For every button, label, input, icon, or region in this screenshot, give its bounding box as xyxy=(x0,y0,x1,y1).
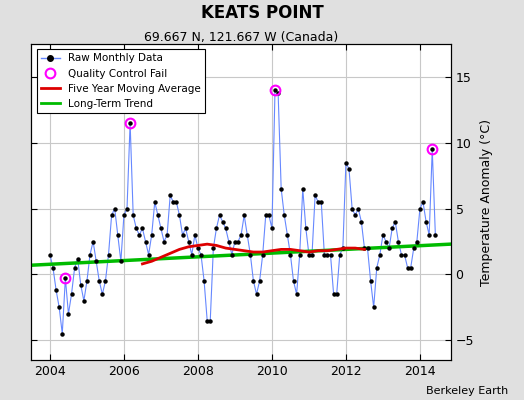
Line: Quality Control Fail: Quality Control Fail xyxy=(60,85,437,283)
Five Year Moving Average xyxy=(241,248,247,253)
Five Year Moving Average xyxy=(352,246,358,250)
Five Year Moving Average xyxy=(287,247,293,252)
Five Year Moving Average xyxy=(315,248,321,253)
Five Year Moving Average xyxy=(223,246,229,250)
Five Year Moving Average xyxy=(324,248,331,253)
Legend: Raw Monthly Data, Quality Control Fail, Five Year Moving Average, Long-Term Tren: Raw Monthly Data, Quality Control Fail, … xyxy=(37,49,205,113)
Five Year Moving Average xyxy=(334,247,340,252)
Raw Monthly Data xyxy=(148,232,155,237)
Five Year Moving Average xyxy=(185,244,192,249)
Quality Control Fail xyxy=(429,147,435,152)
Five Year Moving Average xyxy=(361,247,367,252)
Five Year Moving Average xyxy=(306,250,312,254)
Raw Monthly Data xyxy=(309,252,315,257)
Text: KEATS POINT: KEATS POINT xyxy=(201,4,323,22)
Raw Monthly Data xyxy=(74,256,81,261)
Raw Monthly Data xyxy=(232,239,238,244)
Quality Control Fail xyxy=(62,276,69,281)
Five Year Moving Average xyxy=(259,250,266,254)
Line: Five Year Moving Average: Five Year Moving Average xyxy=(143,244,364,264)
Five Year Moving Average xyxy=(213,243,220,248)
Title: 69.667 N, 121.667 W (Canada): 69.667 N, 121.667 W (Canada) xyxy=(144,31,338,44)
Line: Raw Monthly Data: Raw Monthly Data xyxy=(50,90,435,334)
Five Year Moving Average xyxy=(269,248,275,253)
Raw Monthly Data xyxy=(47,252,53,257)
Text: Berkeley Earth: Berkeley Earth xyxy=(426,386,508,396)
Five Year Moving Average xyxy=(297,248,303,253)
Raw Monthly Data xyxy=(290,278,297,283)
Raw Monthly Data xyxy=(281,213,287,218)
Raw Monthly Data xyxy=(432,232,439,237)
Five Year Moving Average xyxy=(343,246,349,250)
Five Year Moving Average xyxy=(195,243,201,248)
Raw Monthly Data xyxy=(272,88,278,92)
Five Year Moving Average xyxy=(204,242,210,246)
Quality Control Fail xyxy=(272,88,278,92)
Five Year Moving Average xyxy=(176,247,182,252)
Five Year Moving Average xyxy=(278,247,285,252)
Y-axis label: Temperature Anomaly (°C): Temperature Anomaly (°C) xyxy=(479,118,493,286)
Five Year Moving Average xyxy=(250,250,257,254)
Five Year Moving Average xyxy=(167,251,173,256)
Five Year Moving Average xyxy=(232,247,238,252)
Quality Control Fail xyxy=(127,121,133,126)
Five Year Moving Average xyxy=(158,255,164,260)
Five Year Moving Average xyxy=(139,262,146,266)
Raw Monthly Data xyxy=(59,331,66,336)
Five Year Moving Average xyxy=(148,259,155,264)
